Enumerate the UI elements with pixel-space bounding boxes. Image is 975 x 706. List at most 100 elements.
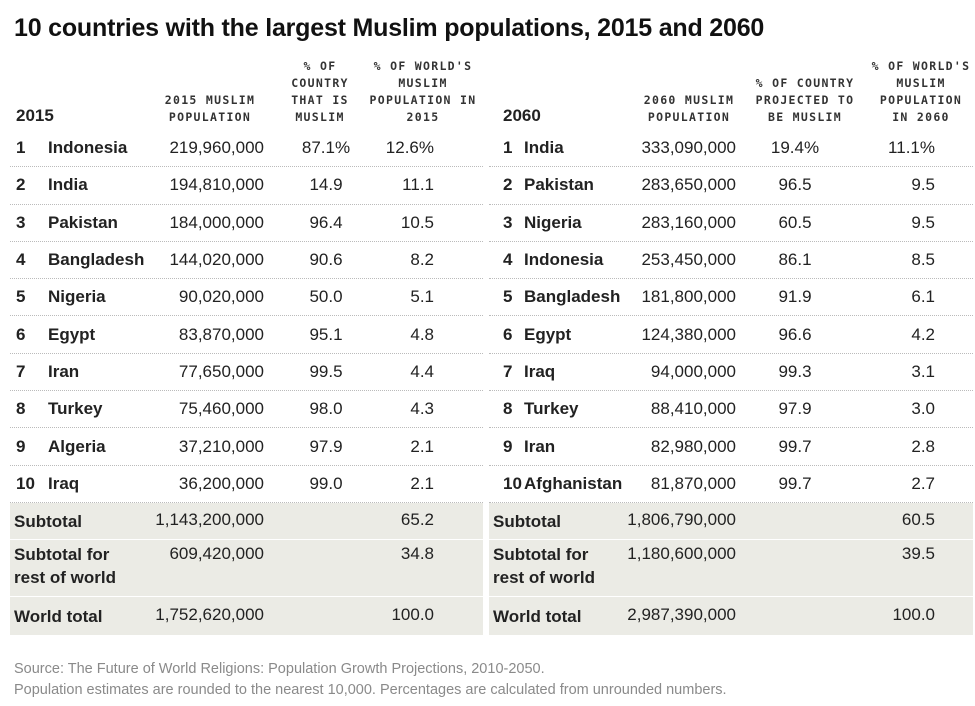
table-row: 10 Afghanistan 81,870,000 99.7 2.7 [489, 466, 973, 503]
pct-country: 96.6 [778, 324, 812, 344]
rank: 7 [16, 361, 26, 381]
table-header: 2015 2015 MUSLIM POPULATION % OF COUNTRY… [10, 40, 483, 130]
pct-country: 96.4 [309, 212, 343, 232]
year-label: 2015 [16, 106, 54, 125]
pct-country: 90.6 [309, 250, 343, 270]
population: 124,380,000 [641, 324, 736, 344]
pct-country: 50.0 [309, 287, 343, 307]
rank: 10 [16, 473, 35, 493]
rank: 4 [503, 250, 513, 270]
table-header: 2060 2060 MUSLIM POPULATION % OF COUNTRY… [489, 40, 973, 130]
pct-country: 99.0 [309, 473, 343, 493]
country-name: Bangladesh [48, 250, 145, 270]
pct-country: 99.7 [778, 473, 812, 493]
table-row: 5 Bangladesh 181,800,000 91.9 6.1 [489, 279, 973, 317]
rank: 4 [16, 250, 26, 270]
header-pct-country: % OF COUNTRY THAT IS MUSLIM [291, 59, 349, 124]
table-row: 4 Bangladesh 144,020,000 90.6 8.2 [10, 242, 483, 280]
rank: 1 [503, 138, 513, 158]
country-name: Algeria [48, 436, 106, 456]
country-name: Bangladesh [524, 287, 621, 307]
table-row: 4 Indonesia 253,450,000 86.1 8.5 [489, 242, 973, 280]
header-pct-world: % OF WORLD'S MUSLIM POPULATION IN 2060 [871, 59, 971, 124]
pct-world: 9.5 [911, 212, 935, 232]
table-row: 1 Indonesia 219,960,000 87.1% 12.6% [10, 130, 483, 168]
population: 184,000,000 [169, 212, 264, 232]
country-name: Turkey [48, 399, 103, 419]
rest-pct-world: 34.8 [400, 543, 434, 563]
pct-country: 96.5 [778, 175, 812, 195]
rank: 5 [16, 287, 26, 307]
subtotal-label: Subtotal [493, 511, 561, 531]
rest-of-world-row: Subtotal for rest of world 609,420,000 3… [10, 539, 483, 596]
rank: 3 [16, 212, 26, 232]
country-name: Indonesia [48, 138, 128, 158]
rank: 2 [16, 175, 26, 195]
country-name: Afghanistan [524, 473, 623, 493]
country-name: Iran [48, 361, 80, 381]
divider [10, 538, 483, 540]
pct-world: 8.5 [911, 250, 935, 270]
pct-country: 99.3 [778, 361, 812, 381]
rank: 2 [503, 175, 513, 195]
table-row: 8 Turkey 88,410,000 97.9 3.0 [489, 391, 973, 429]
subtotal-population: 1,806,790,000 [627, 509, 736, 529]
pct-world: 2.7 [911, 473, 935, 493]
country-name: Pakistan [524, 175, 594, 195]
world-total-pct-world: 100.0 [892, 604, 935, 624]
country-name: Pakistan [48, 212, 118, 232]
population: 283,160,000 [641, 212, 736, 232]
country-name: Egypt [524, 324, 572, 344]
subtotal-label: Subtotal [14, 511, 82, 531]
world-total-population: 2,987,390,000 [627, 604, 736, 624]
pct-world: 4.2 [911, 324, 935, 344]
population: 253,450,000 [641, 250, 736, 270]
population: 144,020,000 [169, 250, 264, 270]
pct-world: 12.6% [385, 138, 434, 158]
population: 94,000,000 [650, 361, 736, 381]
footer: Source: The Future of World Religions: P… [14, 659, 727, 701]
table-row: 7 Iran 77,650,000 99.5 4.4 [10, 354, 483, 392]
pct-world: 2.1 [410, 436, 434, 456]
population: 36,200,000 [178, 473, 264, 493]
source-note: Source: The Future of World Religions: P… [14, 661, 545, 677]
country-name: Iran [524, 436, 556, 456]
pct-country: 60.5 [778, 212, 812, 232]
divider [489, 595, 973, 597]
table-row: 8 Turkey 75,460,000 98.0 4.3 [10, 391, 483, 429]
rounding-note: Population estimates are rounded to the … [14, 682, 727, 698]
population: 194,810,000 [169, 175, 264, 195]
pct-world: 11.1 [402, 175, 434, 195]
population: 88,410,000 [650, 399, 736, 419]
rank: 7 [503, 361, 513, 381]
pct-world: 4.3 [410, 399, 434, 419]
pct-country: 14.9 [309, 175, 343, 195]
page-title: 10 countries with the largest Muslim pop… [14, 14, 765, 42]
rest-label: Subtotal for rest of world [493, 544, 596, 587]
population: 77,650,000 [178, 361, 264, 381]
table-row: 9 Algeria 37,210,000 97.9 2.1 [10, 428, 483, 466]
rank: 3 [503, 212, 513, 232]
pct-world: 2.1 [410, 473, 434, 493]
subtotal-pct-world: 65.2 [400, 509, 434, 529]
header-population: 2015 MUSLIM POPULATION [164, 93, 256, 124]
pct-country: 98.0 [309, 399, 343, 419]
country-name: Turkey [524, 399, 579, 419]
pct-country: 87.1% [301, 138, 351, 158]
pct-world: 5.1 [410, 287, 434, 307]
world-total-population: 1,752,620,000 [155, 604, 264, 624]
table-row: 5 Nigeria 90,020,000 50.0 5.1 [10, 279, 483, 317]
population: 81,870,000 [650, 473, 736, 493]
table-row: 1 India 333,090,000 19.4% 11.1% [489, 130, 973, 168]
pct-country: 97.9 [778, 399, 812, 419]
rank: 6 [16, 324, 26, 344]
pct-country: 95.1 [309, 324, 343, 344]
rank: 1 [16, 138, 26, 158]
rank: 8 [503, 399, 513, 419]
table-2015: 2015 2015 MUSLIM POPULATION % OF COUNTRY… [10, 40, 483, 635]
population: 37,210,000 [178, 436, 264, 456]
table-row: 6 Egypt 83,870,000 95.1 4.8 [10, 316, 483, 354]
table-row: 6 Egypt 124,380,000 96.6 4.2 [489, 316, 973, 354]
pct-world: 4.4 [410, 361, 434, 381]
world-total-row: World total 2,987,390,000 100.0 [489, 596, 973, 635]
